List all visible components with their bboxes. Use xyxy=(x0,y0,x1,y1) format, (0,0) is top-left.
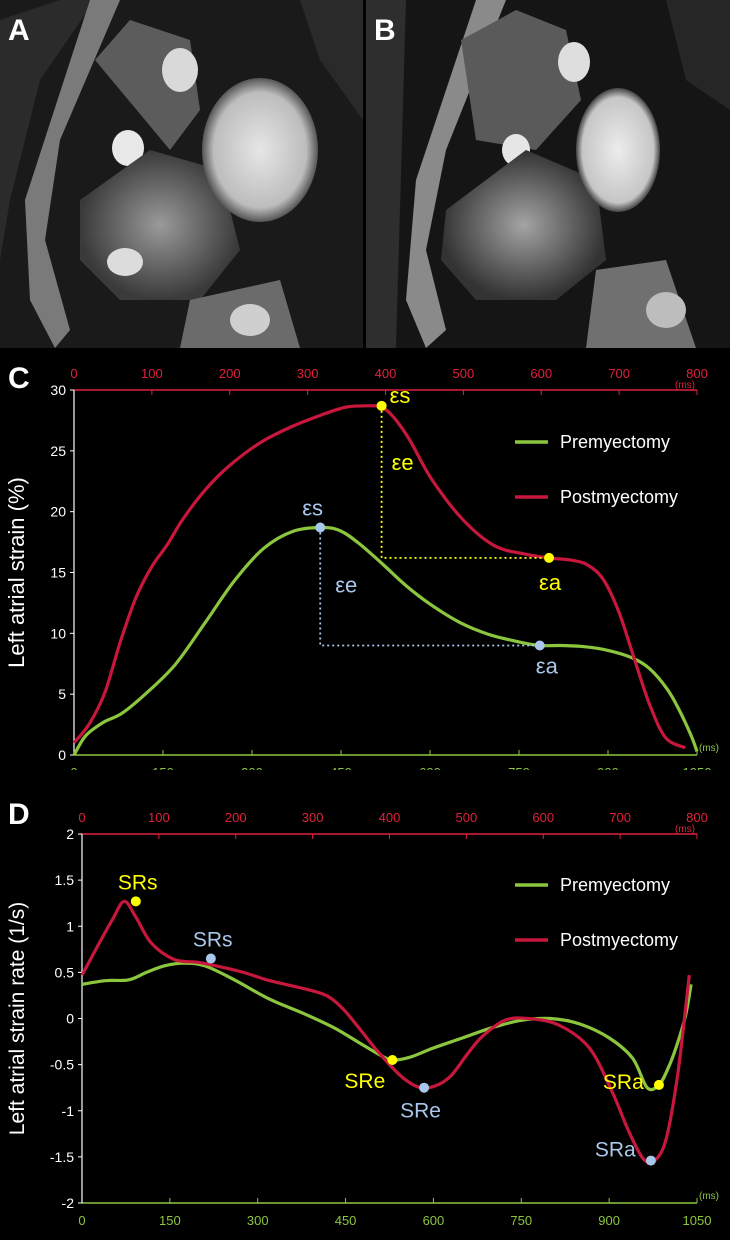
y-tick-label: 0 xyxy=(58,747,66,763)
y-tick-label: -0.5 xyxy=(50,1057,74,1073)
top-x-tick-label: 800 xyxy=(686,810,708,825)
legend-label-premyectomy: Premyectomy xyxy=(560,875,670,895)
bottom-x-tick-label: 1050 xyxy=(683,1213,712,1228)
postmyectomy-line xyxy=(72,404,687,750)
y-axis-label: Left atrial strain rate (1/s) xyxy=(6,902,29,1135)
bottom-x-tick-label: 150 xyxy=(152,765,174,770)
y-tick-label: 0 xyxy=(66,1011,74,1027)
bottom-x-tick-label: 450 xyxy=(330,765,352,770)
annotation-point-yellow xyxy=(376,400,387,411)
legend-label-premyectomy: Premyectomy xyxy=(560,432,670,452)
y-tick-label: 10 xyxy=(50,625,66,641)
y-tick-label: 1 xyxy=(66,918,74,934)
y-tick-label: 25 xyxy=(50,443,66,459)
legend-label-postmyectomy: Postmyectomy xyxy=(560,930,678,950)
top-x-tick-label: 800 xyxy=(686,366,708,381)
top-x-tick-label: 700 xyxy=(608,366,630,381)
top-x-unit: (ms) xyxy=(675,824,695,835)
top-x-tick-label: 100 xyxy=(148,810,170,825)
top-x-tick-label: 400 xyxy=(379,810,401,825)
y-tick-label: 5 xyxy=(58,686,66,702)
mri-image-a xyxy=(0,0,363,348)
annotation-point-yellow xyxy=(653,1079,664,1090)
top-x-tick-label: 600 xyxy=(532,810,554,825)
annotation-label-blue: SRa xyxy=(595,1139,636,1162)
bottom-x-tick-label: 300 xyxy=(241,765,263,770)
yellow-guide-lines xyxy=(380,405,550,559)
annotation-point-blue xyxy=(315,522,326,533)
annotation-point-blue xyxy=(645,1155,656,1166)
bottom-x-tick-label: 900 xyxy=(598,1213,620,1228)
top-x-unit: (ms) xyxy=(675,380,695,391)
top-x-tick-label: 200 xyxy=(225,810,247,825)
bottom-x-tick-label: 600 xyxy=(419,765,441,770)
panel-label-b: B xyxy=(374,14,396,47)
y-tick-label: 2 xyxy=(66,826,74,842)
annotation-point-yellow xyxy=(130,896,141,907)
strain-rate-chart: 0 100 200 300 400 500 600 700 800(ms)0 150 300 450 6… xyxy=(6,810,719,1228)
bottom-x-unit: (ms) xyxy=(699,1191,719,1202)
annotation-label-blue: εa xyxy=(536,654,559,679)
y-tick-label: 30 xyxy=(50,382,66,398)
bottom-x-tick-label: 1050 xyxy=(683,765,712,770)
annotation-label-blue: εe xyxy=(335,572,357,597)
bottom-x-tick-label: 900 xyxy=(597,765,619,770)
bottom-x-tick-label: 750 xyxy=(508,765,530,770)
top-x-tick-label: 500 xyxy=(456,810,478,825)
y-axis-label: Left atrial strain (%) xyxy=(4,477,29,668)
panel-label-d: D xyxy=(8,798,30,831)
top-x-tick-label: 300 xyxy=(302,810,324,825)
annotation-label-yellow: SRe xyxy=(344,1070,385,1093)
legend-label-postmyectomy: Postmyectomy xyxy=(560,487,678,507)
top-x-tick-label: 500 xyxy=(453,366,475,381)
top-x-tick-label: 300 xyxy=(297,366,319,381)
annotation-label-yellow: εa xyxy=(539,570,562,595)
y-tick-label: 0.5 xyxy=(55,964,75,980)
bottom-x-tick-label: 0 xyxy=(70,765,77,770)
bottom-x-unit: (ms) xyxy=(699,743,719,754)
top-x-tick-label: 400 xyxy=(375,366,397,381)
top-x-tick-label: 600 xyxy=(530,366,552,381)
y-tick-label: -1 xyxy=(62,1103,75,1119)
annotation-point-blue xyxy=(534,640,545,651)
annotation-label-yellow: SRa xyxy=(603,1071,644,1094)
annotation-point-yellow xyxy=(387,1055,398,1066)
annotation-point-yellow xyxy=(544,552,555,563)
bottom-x-tick-label: 450 xyxy=(335,1213,357,1228)
top-x-tick-label: 700 xyxy=(609,810,631,825)
panel-label-a: A xyxy=(8,14,30,47)
bottom-x-tick-label: 750 xyxy=(510,1213,532,1228)
y-tick-label: 20 xyxy=(50,504,66,520)
bottom-x-tick-label: 150 xyxy=(159,1213,181,1228)
top-x-tick-label: 0 xyxy=(78,810,85,825)
panel-label-c: C xyxy=(8,362,30,395)
top-x-tick-label: 200 xyxy=(219,366,241,381)
top-x-tick-label: 100 xyxy=(141,366,163,381)
premyectomy-line xyxy=(72,525,699,756)
premyectomy-line xyxy=(81,961,693,1092)
annotation-label-blue: SRs xyxy=(193,929,233,952)
y-tick-label: -1.5 xyxy=(50,1149,74,1165)
annotation-label-blue: SRe xyxy=(400,1100,441,1123)
strain-chart: 0100200300400500600700800(ms)01503004506… xyxy=(4,366,719,770)
annotation-label-yellow: εs xyxy=(390,383,411,408)
y-tick-label: 1.5 xyxy=(55,872,75,888)
annotation-point-blue xyxy=(419,1082,430,1093)
annotation-point-blue xyxy=(205,953,216,964)
y-tick-label: 15 xyxy=(50,565,66,581)
postmyectomy-line xyxy=(80,899,691,1165)
top-x-tick-label: 0 xyxy=(70,366,77,381)
y-tick-label: -2 xyxy=(62,1195,75,1211)
bottom-x-tick-label: 600 xyxy=(423,1213,445,1228)
bottom-x-tick-label: 300 xyxy=(247,1213,269,1228)
bottom-x-tick-label: 0 xyxy=(78,1213,85,1228)
annotation-label-yellow: εe xyxy=(392,450,414,475)
annotation-label-blue: εs xyxy=(302,495,323,520)
annotation-label-yellow: SRs xyxy=(118,871,158,894)
mri-image-b xyxy=(366,0,730,348)
